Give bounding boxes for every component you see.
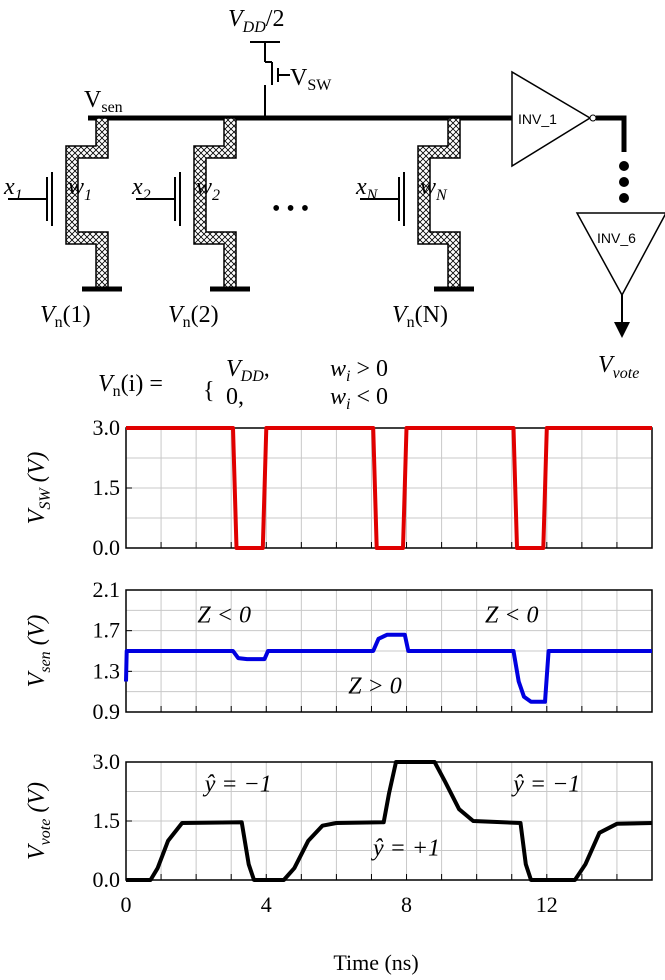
vn-equation: Vn(i) = { VDD, wi > 0 0, wi < 0 [98, 356, 388, 413]
y-axis-label-vsen: Vsen (V) [24, 615, 54, 688]
vsw-switch-transistor [250, 41, 290, 118]
input-x-label-2: x2 [131, 174, 151, 204]
vdd-half-label: VDD/2 [228, 6, 284, 36]
svg-text:wi > 0: wi > 0 [330, 356, 388, 385]
svg-text:VDD,: VDD, [226, 356, 270, 385]
vn-source-label-3: Vn(N) [392, 302, 448, 331]
annotation-vvote-2: ŷ = +1 [371, 836, 440, 862]
y-tick-label: 3.0 [93, 749, 121, 774]
panel-vvote: 0.0 1.5 3.0 Vvote (V) ŷ = −1 ŷ = +1 ŷ = −1 [24, 749, 653, 892]
annotation-vvote-1: ŷ = −1 [203, 772, 272, 798]
vn-source-label-2: Vn(2) [168, 302, 219, 331]
svg-text:0,: 0, [226, 384, 244, 410]
annotation-vsen-1: Z < 0 [197, 603, 251, 629]
y-tick-label: 3.0 [93, 415, 121, 440]
inv1-label: INV_1 [518, 111, 557, 127]
series-line-vsen [124, 632, 652, 704]
annotation-vsen-3: Z < 0 [485, 603, 539, 629]
input-x-label-3: xN [355, 174, 379, 204]
x-tick-label: 0 [121, 892, 132, 917]
y-tick-label: 2.1 [93, 577, 121, 602]
y-tick-label: 1.7 [93, 618, 121, 643]
x-tick-label: 8 [401, 892, 412, 917]
cell-ellipsis: • • • [272, 196, 309, 222]
input-x-label-1: x1 [3, 174, 23, 204]
weight-transistor-1: x1 w1 Vn(1) [3, 117, 122, 331]
series-line-vsw [126, 426, 652, 550]
y-tick-label: 0.0 [93, 867, 121, 892]
y-tick-label: 1.5 [93, 475, 121, 500]
inv6-label: INV_6 [597, 230, 636, 246]
inv6-inverter: INV_6 [575, 212, 665, 297]
panel-vsen: 0.9 1.3 1.7 2.1 Vsen (V) Z < 0 Z > 0 Z < 0 [24, 577, 653, 724]
x-tick-label: 4 [261, 892, 272, 917]
y-tick-label: 0.9 [93, 699, 121, 724]
svg-text:{: { [203, 378, 215, 404]
y-axis-label-vvote: Vvote (V) [24, 782, 54, 860]
weight-w-label-2: w2 [196, 174, 220, 204]
circuit-schematic: VDD/2 VSW Vsen INV_1 [3, 6, 665, 413]
panel-vsw: 0.0 1.5 3.0 VSW (V) [24, 415, 653, 560]
vsen-label: Vsen [84, 87, 123, 116]
vsw-label: VSW [290, 65, 332, 94]
weight-transistor-3: xN wN Vn(N) [355, 117, 474, 331]
waveform-plots: 0.0 1.5 3.0 VSW (V) 0.9 1.3 1.7 2.1 Vsen (V) Z < … [24, 415, 653, 917]
svg-text:Vn(i) =: Vn(i) = [98, 371, 163, 400]
x-tick-label: 12 [536, 892, 558, 917]
weight-w-label-1: w1 [68, 174, 92, 204]
weight-w-label-3: wN [420, 174, 448, 204]
series-line-vvote [126, 760, 653, 882]
weight-transistor-2: x2 w2 Vn(2) [131, 117, 250, 331]
annotation-vsen-2: Z > 0 [348, 674, 402, 700]
inv1-output-wire [596, 115, 627, 152]
annotation-vvote-3: ŷ = −1 [511, 772, 580, 798]
svg-text:wi < 0: wi < 0 [330, 384, 388, 413]
inverter-chain-dots [619, 161, 629, 203]
y-tick-label: 0.0 [93, 535, 121, 560]
vvote-label: Vvote [598, 352, 639, 382]
vn-source-label-1: Vn(1) [40, 302, 91, 331]
x-axis-label: Time (ns) [333, 950, 418, 975]
inv1-inverter: INV_1 [511, 70, 597, 168]
grid [126, 428, 652, 548]
y-tick-label: 1.5 [93, 808, 121, 833]
y-tick-label: 1.3 [93, 658, 121, 683]
y-axis-label-vsw: VSW (V) [24, 452, 54, 525]
